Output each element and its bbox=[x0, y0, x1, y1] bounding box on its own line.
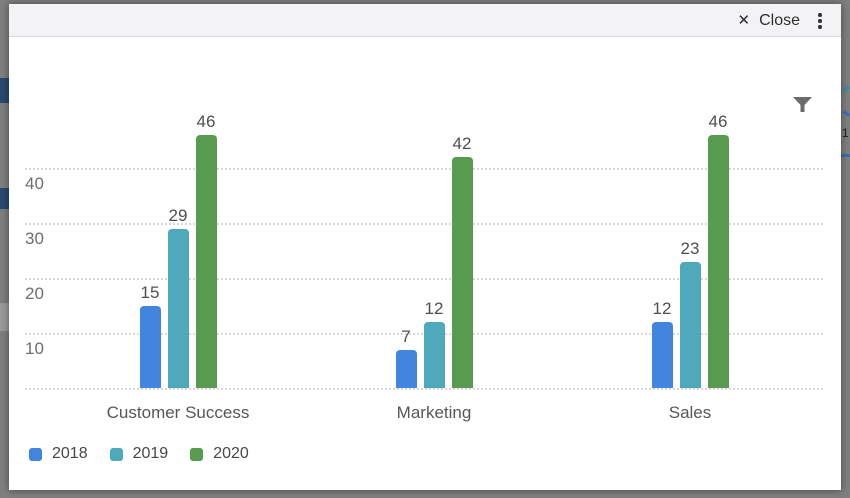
background-light-block bbox=[0, 303, 9, 331]
chart-modal: ✕ Close 10 20 30 40 15 29 46 Customer Success 7 1… bbox=[9, 4, 841, 490]
modal-header: ✕ Close bbox=[9, 4, 841, 37]
bar-2020-customer-success[interactable] bbox=[195, 135, 217, 388]
chart-legend: 2018 2019 2020 bbox=[29, 445, 249, 463]
background-line-chart-fragment bbox=[842, 110, 850, 117]
category-label-marketing: Marketing bbox=[396, 403, 472, 422]
bar-2019-sales[interactable] bbox=[679, 261, 701, 388]
legend-item-2019[interactable]: 2019 bbox=[109, 445, 169, 463]
overlay-scrim-right: 1 bbox=[841, 0, 850, 498]
legend-swatch-icon bbox=[109, 447, 123, 461]
background-line-chart-fragment bbox=[842, 85, 850, 93]
bar-2020-sales[interactable] bbox=[707, 135, 729, 388]
modal-body: 10 20 30 40 15 29 46 Customer Success 7 12 42 Marke… bbox=[9, 37, 841, 489]
legend-item-2020[interactable]: 2020 bbox=[190, 445, 249, 463]
bar-2018-sales[interactable] bbox=[651, 322, 673, 388]
category-label-customer-success: Customer Success bbox=[106, 403, 250, 422]
filter-button[interactable] bbox=[788, 91, 816, 119]
bar-value-label: 15 bbox=[140, 282, 160, 302]
y-axis-tick-label: 20 bbox=[25, 284, 44, 303]
background-navy-block bbox=[0, 78, 9, 103]
bar-value-label: 12 bbox=[424, 299, 444, 318]
overlay-scrim-bottom bbox=[0, 490, 850, 498]
bar-value-label: 12 bbox=[652, 299, 672, 318]
bar-value-label: 7 bbox=[401, 326, 411, 346]
y-axis-tick-label: 30 bbox=[25, 229, 44, 248]
overlay-scrim-top bbox=[0, 0, 850, 4]
gridline bbox=[25, 168, 823, 170]
legend-swatch-icon bbox=[190, 447, 204, 461]
close-button[interactable]: ✕ Close bbox=[738, 4, 800, 37]
bar-2019-marketing[interactable] bbox=[423, 322, 445, 388]
x-axis-baseline bbox=[25, 388, 823, 390]
bar-2018-marketing[interactable] bbox=[395, 349, 417, 388]
legend-label: 2019 bbox=[132, 445, 169, 462]
bar-2018-customer-success[interactable] bbox=[139, 305, 161, 388]
bar-value-label: 42 bbox=[452, 134, 472, 153]
close-button-label: Close bbox=[759, 11, 800, 29]
bar-2020-marketing[interactable] bbox=[451, 157, 473, 388]
close-icon: ✕ bbox=[737, 12, 751, 29]
legend-label: 2020 bbox=[213, 445, 249, 462]
bar-value-label: 23 bbox=[680, 238, 700, 258]
background-line-chart-fragment bbox=[841, 154, 850, 157]
background-navy-block bbox=[0, 188, 9, 209]
bar-2019-customer-success[interactable] bbox=[167, 228, 189, 388]
bar-value-label: 29 bbox=[168, 205, 188, 225]
gridline bbox=[25, 223, 823, 225]
bar-value-label: 46 bbox=[708, 112, 728, 131]
gridline bbox=[25, 278, 823, 280]
background-peek-text: 1 bbox=[842, 126, 849, 140]
bar-value-label: 46 bbox=[196, 112, 216, 131]
y-axis-tick-label: 40 bbox=[25, 174, 44, 193]
filter-icon bbox=[792, 97, 812, 112]
y-axis-tick-label: 10 bbox=[25, 339, 44, 358]
legend-swatch-icon bbox=[29, 447, 42, 461]
bar-chart: 10 20 30 40 15 29 46 Customer Success 7 12 42 Marke… bbox=[9, 4, 841, 490]
category-label-sales: Sales bbox=[668, 403, 712, 422]
legend-label: 2018 bbox=[52, 445, 88, 462]
kebab-menu-icon[interactable] bbox=[809, 9, 831, 33]
legend-item-2018[interactable]: 2018 bbox=[29, 445, 88, 463]
overlay-scrim-left bbox=[0, 0, 9, 498]
